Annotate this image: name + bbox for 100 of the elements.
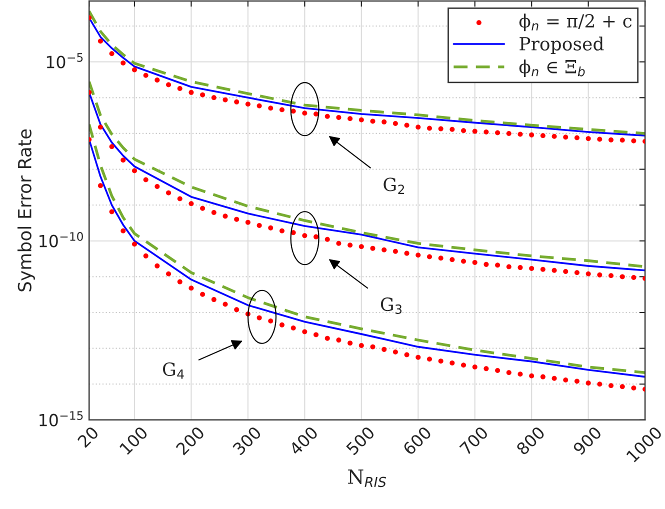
point — [109, 144, 114, 150]
point — [109, 209, 114, 214]
point — [256, 315, 262, 320]
point — [382, 247, 387, 252]
point — [416, 252, 421, 258]
point — [234, 307, 240, 312]
x-tick-label: 700 — [459, 426, 489, 456]
point — [450, 360, 455, 366]
point — [495, 262, 500, 268]
point — [461, 258, 466, 264]
point — [631, 138, 636, 144]
point — [234, 216, 240, 222]
annotation: G$_{2}$ — [384, 178, 404, 194]
point — [529, 132, 534, 138]
point — [279, 228, 284, 234]
point — [540, 133, 546, 138]
point — [620, 274, 625, 280]
point — [506, 130, 512, 136]
point — [188, 201, 194, 206]
point — [200, 206, 206, 211]
point — [188, 90, 194, 95]
point — [529, 373, 534, 378]
point — [574, 378, 580, 384]
point — [608, 137, 614, 142]
point — [495, 368, 500, 374]
point — [563, 378, 568, 383]
point — [279, 107, 284, 112]
x-tick-label: 800 — [516, 426, 546, 456]
point — [426, 254, 432, 260]
point — [348, 116, 353, 122]
point — [166, 190, 172, 196]
point — [472, 260, 478, 265]
point — [484, 129, 489, 134]
point — [279, 322, 284, 328]
point — [348, 340, 353, 346]
point — [245, 102, 250, 107]
point — [631, 274, 636, 280]
x-tick-label: 600 — [402, 426, 432, 456]
point — [324, 114, 330, 119]
point — [461, 362, 466, 368]
point — [324, 236, 330, 242]
point — [98, 183, 103, 188]
point — [314, 234, 319, 240]
point — [506, 370, 512, 376]
annotation: G$_{3}$ — [380, 297, 402, 314]
point — [358, 342, 364, 348]
point — [143, 253, 148, 258]
point — [234, 99, 240, 104]
point — [302, 233, 308, 238]
point — [552, 376, 557, 381]
point — [370, 246, 376, 251]
point — [348, 242, 353, 248]
point — [586, 136, 591, 142]
point — [268, 106, 274, 111]
point — [392, 120, 398, 126]
point — [438, 358, 444, 364]
point — [438, 126, 444, 132]
point — [540, 374, 546, 380]
point — [552, 268, 557, 273]
point — [358, 244, 364, 250]
point — [518, 265, 523, 270]
point — [222, 214, 228, 219]
legend-label: Proposed — [520, 36, 604, 54]
point — [506, 264, 512, 270]
point — [484, 366, 489, 372]
point — [563, 268, 568, 274]
annotation: G$_{4}$ — [162, 362, 184, 379]
x-tick-label: 20 — [76, 426, 100, 448]
point — [314, 332, 319, 338]
point — [98, 124, 103, 130]
point — [154, 184, 160, 190]
point — [358, 117, 364, 122]
point — [370, 118, 376, 124]
point — [336, 114, 342, 120]
point — [597, 272, 602, 278]
point — [472, 364, 478, 370]
x-tick-label: 300 — [232, 426, 262, 456]
point — [586, 271, 591, 276]
point — [222, 302, 228, 307]
legend-label: ϕ$_{n}$ ∈ Ξ$_{b}$ — [519, 59, 585, 77]
point — [143, 72, 148, 78]
point — [438, 256, 444, 261]
point — [211, 210, 216, 216]
point — [154, 78, 160, 83]
point — [382, 346, 387, 352]
point — [461, 128, 466, 134]
point — [211, 95, 216, 100]
point — [450, 126, 455, 132]
point — [132, 242, 137, 247]
point — [336, 240, 342, 246]
x-tick-label: 100 — [119, 426, 148, 456]
point — [200, 92, 206, 98]
point — [120, 228, 126, 234]
point — [177, 279, 182, 284]
point — [518, 372, 523, 377]
point — [631, 385, 636, 390]
point — [608, 383, 614, 388]
point — [290, 108, 296, 114]
x-axis-title: N$_{RIS}$ — [348, 470, 386, 488]
point — [336, 338, 342, 343]
